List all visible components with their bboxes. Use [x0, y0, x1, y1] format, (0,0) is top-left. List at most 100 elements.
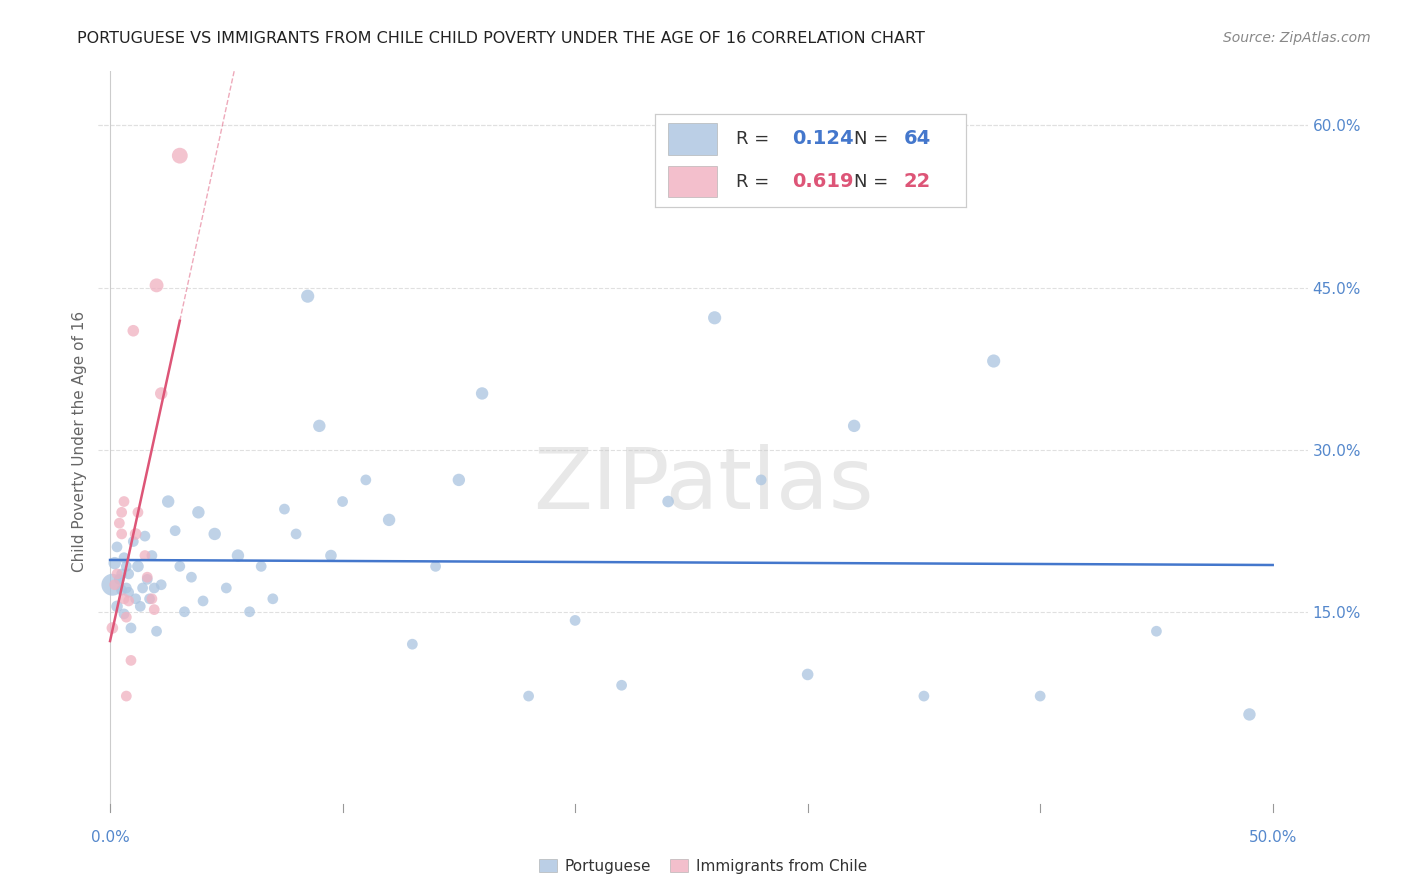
Point [127, 505, 149, 519]
Point [285, 527, 308, 541]
Point [273, 502, 295, 516]
Text: Source: ZipAtlas.com: Source: ZipAtlas.com [1223, 31, 1371, 45]
Point [749, 473, 772, 487]
Point [127, 559, 149, 574]
Point [165, 524, 187, 538]
Point [191, 594, 214, 608]
Bar [668, 166, 717, 197]
Text: 0.124: 0.124 [792, 129, 853, 148]
Point [145, 624, 167, 639]
Point [262, 591, 284, 606]
Point [115, 559, 138, 574]
Point [115, 689, 138, 703]
Point [332, 494, 354, 508]
Point [104, 578, 127, 592]
Point [136, 570, 159, 584]
Point [378, 513, 401, 527]
Point [912, 689, 935, 703]
Point [657, 494, 679, 508]
Point [250, 559, 273, 574]
Point [108, 516, 131, 530]
Point [401, 637, 423, 651]
Point [136, 572, 159, 586]
Point [108, 572, 131, 586]
Point [169, 559, 191, 574]
Point [150, 578, 173, 592]
Point [138, 591, 160, 606]
Point [354, 473, 377, 487]
Point [111, 505, 134, 519]
Point [173, 605, 195, 619]
Text: N =: N = [853, 172, 894, 191]
Text: 64: 64 [904, 129, 931, 148]
Point [983, 354, 1005, 368]
Point [118, 585, 141, 599]
Point [564, 614, 586, 628]
Text: R =: R = [735, 130, 775, 148]
Text: ZIPatlas: ZIPatlas [533, 444, 873, 527]
Point [1144, 624, 1167, 639]
Point [143, 581, 166, 595]
Point [112, 550, 135, 565]
Point [169, 149, 191, 163]
Point [112, 607, 135, 621]
Point [1239, 707, 1261, 722]
Point [118, 566, 141, 581]
Point [134, 529, 156, 543]
Point [131, 581, 153, 595]
Point [297, 289, 319, 303]
Point [145, 278, 167, 293]
Point [129, 599, 152, 614]
Point [141, 591, 163, 606]
Point [157, 494, 180, 508]
Point [115, 581, 138, 595]
Point [124, 527, 146, 541]
Point [471, 386, 494, 401]
Point [115, 610, 138, 624]
Point [104, 556, 127, 570]
Point [187, 505, 209, 519]
Point [425, 559, 447, 574]
Bar [668, 123, 717, 154]
Point [180, 570, 202, 584]
Text: 22: 22 [904, 172, 931, 191]
Point [226, 549, 249, 563]
Point [610, 678, 633, 692]
Point [122, 534, 145, 549]
Point [105, 566, 128, 581]
Point [703, 310, 725, 325]
Point [141, 549, 163, 563]
Point [447, 473, 470, 487]
Legend: Portuguese, Immigrants from Chile: Portuguese, Immigrants from Chile [533, 853, 873, 880]
Point [1029, 689, 1052, 703]
Point [517, 689, 540, 703]
Point [111, 566, 134, 581]
Point [215, 581, 238, 595]
Point [122, 324, 145, 338]
Point [105, 599, 128, 614]
Point [796, 667, 818, 681]
Text: 0.619: 0.619 [792, 172, 853, 191]
Point [120, 653, 142, 667]
Point [308, 418, 330, 433]
Point [111, 527, 134, 541]
Text: 50.0%: 50.0% [1249, 830, 1296, 845]
Point [150, 386, 173, 401]
Point [118, 594, 141, 608]
Point [844, 418, 866, 433]
Y-axis label: Child Poverty Under the Age of 16: Child Poverty Under the Age of 16 [72, 311, 87, 572]
Point [112, 494, 135, 508]
Point [120, 621, 142, 635]
Point [143, 602, 166, 616]
Point [101, 621, 124, 635]
Point [134, 549, 156, 563]
Text: PORTUGUESE VS IMMIGRANTS FROM CHILE CHILD POVERTY UNDER THE AGE OF 16 CORRELATIO: PORTUGUESE VS IMMIGRANTS FROM CHILE CHIL… [77, 31, 925, 46]
Point [124, 591, 146, 606]
Point [105, 540, 128, 554]
Text: R =: R = [735, 172, 775, 191]
Point [239, 605, 262, 619]
Point [204, 527, 226, 541]
Point [319, 549, 342, 563]
Text: N =: N = [853, 130, 894, 148]
Point [112, 591, 135, 606]
